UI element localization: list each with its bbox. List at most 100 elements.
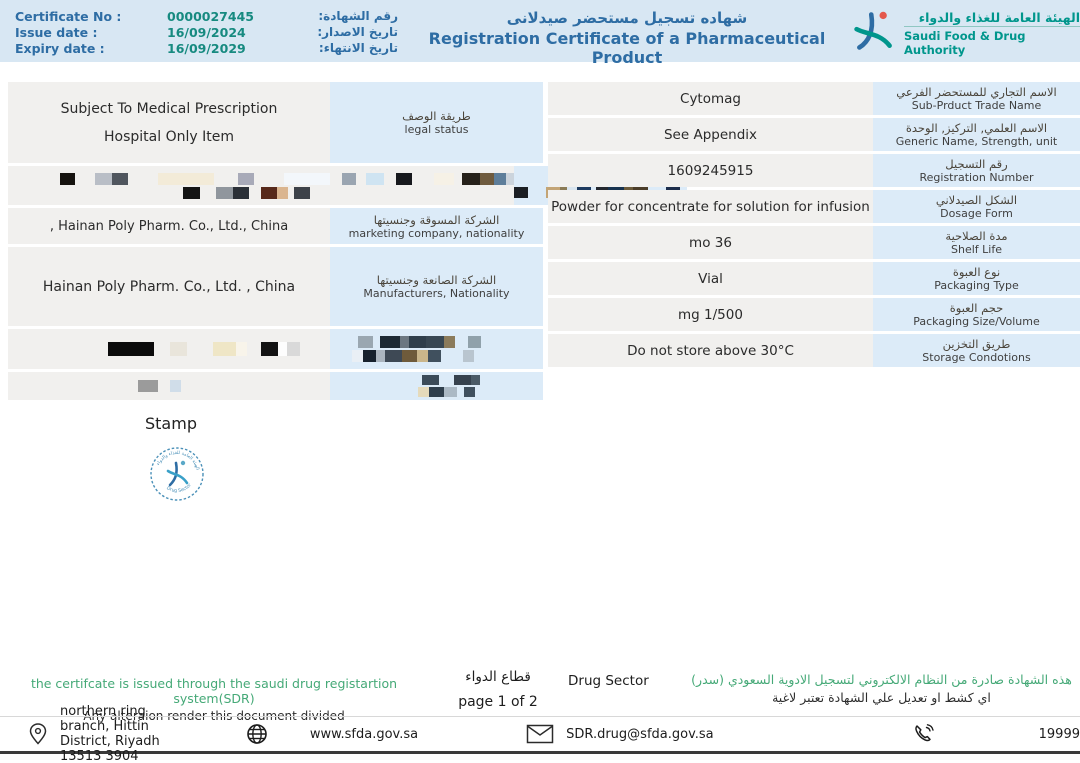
- table-row-legal-status: Subject To Medical Prescription Hospital…: [8, 82, 543, 163]
- table-row-dosage-form: Powder for concentrate for solution for …: [548, 190, 1080, 223]
- shelf-life-label-en: Shelf Life: [951, 243, 1002, 256]
- table-row-storage-conditions: Do not store above 30°C طريق التخزين Sto…: [548, 334, 1080, 367]
- legal-status-label-en: legal status: [404, 123, 469, 136]
- table-row-redacted-3: [8, 372, 543, 400]
- packaging-size-label: حجم العبوة Packaging Size/Volume: [873, 298, 1080, 331]
- header-band: Certificate No : 0000027445 رقم الشهادة:…: [0, 0, 1080, 67]
- stamp-section: Stamp الهيئة العامة للغذاء والدواء Drug …: [145, 414, 1080, 507]
- footer-bar: northern ring branch, Hittin District, R…: [0, 704, 1080, 763]
- certificate-no-label: Certificate No :: [15, 8, 122, 24]
- expiry-date-value: 16/09/2029: [167, 40, 246, 56]
- expiry-date-label: Expiry date :: [15, 40, 105, 56]
- dosage-form-label-ar: الشكل الصيدلاني: [935, 193, 1018, 207]
- shelf-life-value: mo 36: [548, 226, 873, 259]
- table-row-marketing-company: , Hainan Poly Pharm. Co., Ltd., China ال…: [8, 208, 543, 244]
- legal-status-line2: Hospital Only Item: [104, 128, 234, 145]
- footer-website: www.sfda.gov.sa: [309, 726, 419, 742]
- main-tables: Subject To Medical Prescription Hospital…: [0, 82, 1080, 403]
- manufacturer-label: الشركة الصانعة وجنسيتها Manufacturers, N…: [330, 247, 543, 326]
- dosage-form-label-en: Dosage Form: [940, 207, 1013, 220]
- certificate-info-block: Certificate No : 0000027445 رقم الشهادة:…: [0, 0, 402, 62]
- issue-date-row: Issue date : 16/09/2024 تاريخ الاصدار:: [15, 24, 402, 40]
- title-english: Registration Certificate of a Pharmaceut…: [428, 29, 826, 67]
- redacted-label-2: [330, 329, 543, 369]
- legal-status-label-ar: طريقة الوصف: [402, 109, 471, 123]
- generic-name-label-ar: الاسم العلمي, التركيز, الوحدة: [905, 121, 1048, 135]
- legal-status-value: Subject To Medical Prescription Hospital…: [8, 82, 330, 163]
- storage-conditions-label: طريق التخزين Storage Condotions: [873, 334, 1080, 367]
- document-title: شهاده تسجيل مستحضر صيدلانى Registration …: [402, 0, 852, 67]
- table-row-redacted-2: [8, 329, 543, 369]
- issue-date-label: Issue date :: [15, 24, 98, 40]
- marketing-company-label-ar: الشركة المسوقة وجنسيتها: [373, 212, 500, 227]
- trade-name-label: الاسم التجاري للمستحضر الفرعي Sub-Prduct…: [873, 82, 1080, 115]
- page-number: page 1 of 2: [458, 694, 538, 710]
- drug-sector-arabic: قطاع الدواء: [465, 669, 531, 685]
- location-pin-icon: [28, 722, 48, 746]
- dosage-form-value: Powder for concentrate for solution for …: [548, 190, 873, 223]
- alteration-note-ar: اي كشط او تعديل علي الشهادة تعتبر لاغية: [772, 690, 991, 705]
- stamp-seal-icon: الهيئة العامة للغذاء والدواء Drug Sector: [148, 445, 1080, 507]
- trade-name-label-ar: الاسم التجاري للمستحضر الفرعي: [896, 85, 1057, 99]
- table-row-shelf-life: mo 36 مدة الصلاحية Shelf Life: [548, 226, 1080, 259]
- sfda-name-arabic: الهيئة العامة للغذاء والدواء: [904, 10, 1080, 27]
- redacted-value-3: [8, 372, 330, 400]
- packaging-size-label-en: Packaging Size/Volume: [913, 315, 1040, 328]
- bottom-notes: the certifcate is issued through the sau…: [0, 663, 1080, 723]
- expiry-date-row: Expiry date : 16/09/2029 تاريخ الانتهاء:: [15, 40, 402, 56]
- registration-number-value: 1609245915: [548, 154, 873, 187]
- packaging-type-label-ar: نوع العبوة: [952, 265, 1001, 279]
- table-row-trade-name: Cytomag الاسم التجاري للمستحضر الفرعي Su…: [548, 82, 1080, 115]
- sfda-name: الهيئة العامة للغذاء والدواء Saudi Food …: [904, 10, 1080, 57]
- svg-text:الهيئة العامة للغذاء والدواء: الهيئة العامة للغذاء والدواء: [156, 451, 199, 471]
- dosage-form-label: الشكل الصيدلاني Dosage Form: [873, 190, 1080, 223]
- table-row-generic-name: See Appendix الاسم العلمي, التركيز, الوح…: [548, 118, 1080, 151]
- footer-phone-number: 19999: [1038, 726, 1080, 742]
- sfda-name-english: Saudi Food & Drug Authority: [904, 28, 1026, 57]
- envelope-icon: [526, 724, 554, 744]
- shelf-life-label-ar: مدة الصلاحية: [945, 229, 1008, 243]
- table-row-redacted-1: [8, 166, 687, 205]
- sdr-system-note: the certifcate is issued through the sau…: [30, 676, 398, 706]
- marketing-company-label: الشركة المسوقة وجنسيتها marketing compan…: [330, 208, 543, 244]
- generic-name-value: See Appendix: [548, 118, 873, 151]
- left-table: Subject To Medical Prescription Hospital…: [8, 82, 687, 403]
- right-table: Cytomag الاسم التجاري للمستحضر الفرعي Su…: [548, 82, 1080, 403]
- certificate-no-value: 0000027445: [167, 8, 254, 24]
- storage-conditions-label-ar: طريق التخزين: [942, 337, 1011, 351]
- issue-date-label-ar: تاريخ الاصدار:: [317, 25, 398, 39]
- redacted-value-1: [8, 166, 514, 205]
- drug-sector-english: Drug Sector: [568, 673, 649, 689]
- legal-status-label: طريقة الوصف legal status: [330, 82, 543, 163]
- issue-date-value: 16/09/2024: [167, 24, 246, 40]
- table-row-packaging-size: mg 1/500 حجم العبوة Packaging Size/Volum…: [548, 298, 1080, 331]
- storage-conditions-label-en: Storage Condotions: [922, 351, 1031, 364]
- certificate-number-row: Certificate No : 0000027445 رقم الشهادة:: [15, 8, 402, 24]
- registration-number-label-ar: رقم التسجيل: [945, 157, 1008, 171]
- notes-arabic: هذه الشهادة صادرة من النظام الالكتروني ل…: [683, 663, 1080, 723]
- certificate-no-label-ar: رقم الشهادة:: [318, 9, 398, 23]
- shelf-life-label: مدة الصلاحية Shelf Life: [873, 226, 1080, 259]
- generic-name-label-en: Generic Name, Strength, unit: [895, 135, 1058, 148]
- table-row-packaging-type: Vial نوع العبوة Packaging Type: [548, 262, 1080, 295]
- notes-english: the certifcate is issued through the sau…: [0, 663, 428, 723]
- redacted-label-3: [330, 372, 543, 400]
- packaging-size-label-ar: حجم العبوة: [949, 301, 1004, 315]
- footer-email: SDR.drug@sfda.gov.sa: [566, 726, 714, 742]
- phone-icon: [912, 723, 934, 745]
- expiry-date-label-ar: تاريخ الانتهاء:: [318, 41, 398, 55]
- manufacturer-label-ar: الشركة الصانعة وجنسيتها: [376, 273, 497, 287]
- marketing-company-value: , Hainan Poly Pharm. Co., Ltd., China: [8, 208, 330, 244]
- trade-name-label-en: Sub-Prduct Trade Name: [911, 99, 1042, 112]
- page-indicator-block: قطاع الدواء page 1 of 2: [428, 663, 568, 723]
- marketing-company-label-en: marketing company, nationality: [348, 226, 525, 240]
- sfda-runner-icon: [852, 7, 896, 59]
- globe-icon: [246, 723, 268, 745]
- sfda-logo-block: الهيئة العامة للغذاء والدواء Saudi Food …: [852, 0, 1080, 62]
- manufacturer-value: Hainan Poly Pharm. Co., Ltd. , China: [8, 247, 330, 326]
- storage-conditions-value: Do not store above 30°C: [548, 334, 873, 367]
- title-arabic: شهاده تسجيل مستحضر صيدلانى: [506, 9, 748, 27]
- packaging-type-label: نوع العبوة Packaging Type: [873, 262, 1080, 295]
- trade-name-value: Cytomag: [548, 82, 873, 115]
